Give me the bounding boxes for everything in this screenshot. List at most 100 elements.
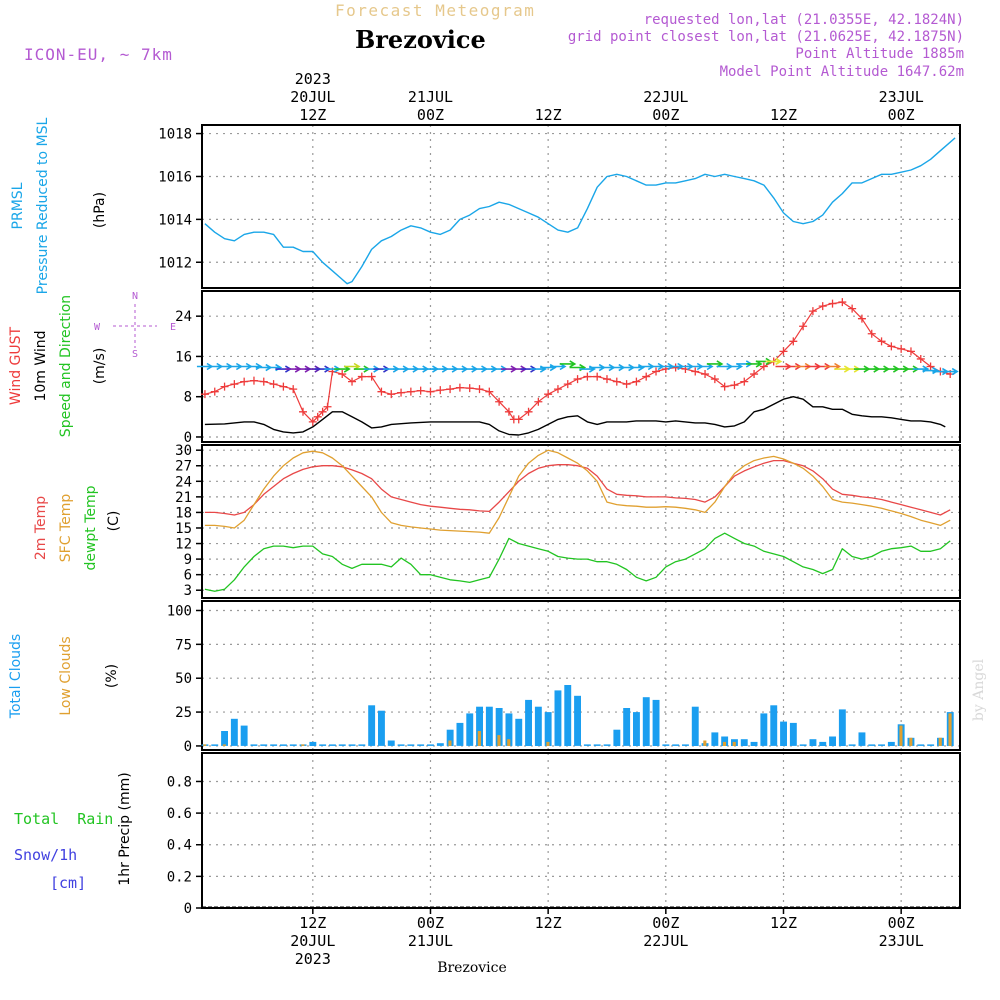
total-cloud-bar (329, 744, 336, 746)
gust-marker (313, 412, 322, 421)
gust-marker (544, 390, 553, 399)
total-cloud-bar (534, 706, 542, 746)
clouds-unit: (%) (104, 664, 120, 688)
total-cloud-bar (544, 712, 552, 746)
gust-marker (652, 367, 661, 376)
temp-unit: (C) (106, 511, 122, 532)
total-cloud-bar (780, 721, 787, 746)
total-cloud-bar (338, 744, 346, 746)
total-cloud-bar (378, 710, 385, 746)
time-label-top: 22JUL (643, 88, 688, 106)
low-cloud-bar (477, 731, 481, 746)
y-tick-label: 21 (175, 490, 192, 506)
time-label-bottom: 12Z (299, 914, 326, 932)
low-cloud-bar (909, 737, 913, 746)
model-altitude: Model Point Altitude 1647.62m (720, 64, 964, 80)
gust-marker (563, 380, 572, 389)
y-tick-label: 24 (175, 474, 192, 490)
gust-marker (808, 307, 817, 316)
precip-panel: 0 0.2 0.4 0.6 0.8 (167, 752, 961, 917)
total-cloud-bar (456, 722, 464, 746)
low-cloud-bar (899, 725, 903, 746)
gust-marker (446, 385, 455, 394)
y-tick-label: 100 (167, 603, 192, 619)
total-cloud-bar (564, 685, 572, 746)
total-cloud-bar (485, 706, 493, 746)
total-cloud-bar (829, 736, 836, 746)
point-altitude: Point Altitude 1885m (795, 46, 964, 62)
y-tick-label: 1016 (158, 169, 192, 185)
total-cloud-bar (446, 729, 454, 746)
wind-compass: N S W E (94, 291, 176, 360)
wind-label-speed-direction: Speed and Direction (58, 295, 74, 437)
model-label: ICON-EU, ~ 7km (24, 45, 173, 64)
wind-gust-line (204, 301, 951, 423)
total-cloud-bar (740, 739, 748, 746)
total-cloud-bar (368, 705, 376, 746)
wind-arrow (942, 367, 959, 376)
forecast-label: Forecast Meteogram (335, 1, 535, 20)
panel-frame (201, 752, 961, 909)
precip-legend-snow: Snow/1h (14, 846, 77, 864)
total-cloud-bar (593, 744, 601, 746)
total-cloud-bar (554, 690, 562, 746)
requested-coords: requested lon,lat (21.0355E, 42.1824N) (644, 12, 964, 28)
gust-marker (200, 390, 209, 399)
total-cloud-bar (260, 744, 268, 746)
time-label-bottom: 21JUL (408, 932, 453, 950)
total-cloud-bar (691, 706, 699, 746)
low-cloud-bar (938, 737, 942, 746)
y-tick-label: 3 (184, 583, 192, 599)
gust-marker (642, 372, 651, 381)
gust-marker (828, 299, 837, 308)
total-cloud-bar (348, 744, 356, 746)
total-cloud-bar (633, 712, 640, 746)
low-cloud-bars (203, 713, 952, 746)
gust-marker (220, 382, 229, 391)
time-label-bottom: 12Z (770, 914, 797, 932)
clouds-label-total: Total Clouds (8, 634, 24, 719)
wind-gust-markers (200, 298, 955, 426)
total-cloud-bar (838, 709, 846, 746)
gust-marker (730, 381, 739, 390)
time-label-top: 00Z (888, 106, 915, 124)
y-tick-label: 50 (175, 671, 192, 687)
y-tick-label: 1014 (158, 212, 192, 228)
gust-marker (240, 377, 249, 386)
wind-label-10m: 10m Wind (33, 330, 49, 401)
gust-marker (710, 375, 719, 384)
total-cloud-bar (770, 705, 778, 746)
clouds-label-low: Low Clouds (58, 636, 74, 715)
y-tick-label: 25 (175, 705, 192, 721)
temp-label-dewpt: dewpt Temp (83, 485, 99, 570)
total-cloud-bar (417, 744, 425, 746)
total-cloud-bar (280, 744, 287, 746)
total-cloud-bar (848, 744, 856, 746)
wind-arrow (540, 363, 557, 372)
gust-marker (799, 322, 808, 331)
total-cloud-bar (230, 718, 238, 746)
total-cloud-bar (515, 718, 523, 746)
gust-marker (750, 370, 759, 379)
time-label-top: 12Z (770, 106, 797, 124)
temp-sfc-line (204, 449, 951, 534)
total-cloud-bar (623, 708, 631, 746)
temp-2m-line (204, 459, 951, 516)
y-tick-label: 12 (175, 537, 192, 553)
temp-label-sfc: SFC Temp (58, 494, 74, 563)
time-label-top: 00Z (652, 106, 679, 124)
time-label-bottom: 20JUL (290, 932, 335, 950)
gust-marker (308, 417, 317, 426)
time-label-bottom: 23JUL (879, 932, 924, 950)
time-label-top: 12Z (535, 106, 562, 124)
gust-marker (897, 344, 906, 353)
y-tick-label: 16 (175, 349, 192, 365)
total-cloud-bar (211, 744, 219, 746)
time-label-top: 2023 (295, 70, 331, 88)
gust-marker (671, 363, 680, 372)
y-tick-label: 0.2 (167, 869, 192, 885)
pressure-line (204, 137, 956, 285)
time-label-top: 00Z (417, 106, 444, 124)
total-cloud-bar (270, 744, 278, 746)
total-cloud-bar (887, 741, 895, 746)
